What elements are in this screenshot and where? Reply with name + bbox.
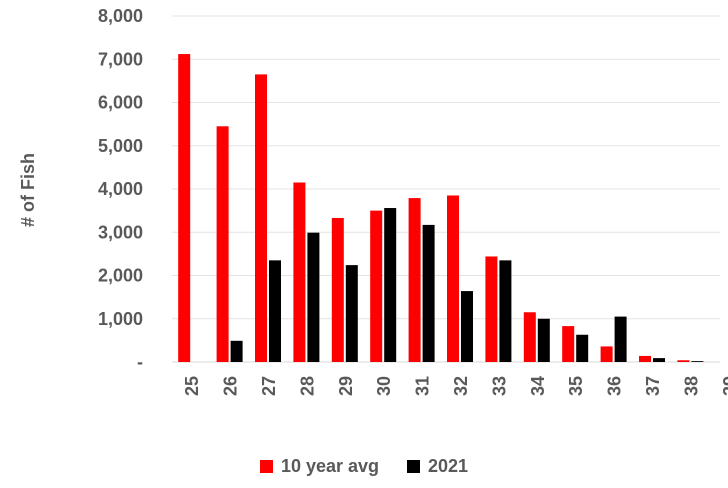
y-tick-label: 8,000 <box>98 6 143 26</box>
bar-2021-28 <box>307 232 320 362</box>
legend-item-2021: 2021 <box>407 456 468 477</box>
x-tick-label: 34 <box>528 376 548 396</box>
bar-10yr-28 <box>293 182 306 362</box>
bar-10yr-34 <box>523 312 536 362</box>
x-tick-label: 28 <box>297 376 317 396</box>
x-tick-label: 29 <box>336 376 356 396</box>
bar-10yr-26 <box>216 126 229 362</box>
x-tick-label: 25 <box>182 376 202 396</box>
x-tick-label: 38 <box>681 376 701 396</box>
bar-10yr-33 <box>485 256 498 362</box>
x-tick-label: 33 <box>489 376 509 396</box>
bar-10yr-32 <box>447 195 459 362</box>
bar-10yr-31 <box>408 198 421 362</box>
bar-2021-34 <box>537 318 550 362</box>
x-tick-label: 39 <box>720 376 728 396</box>
legend-swatch-10yr <box>259 460 273 473</box>
legend: 10 year avg 2021 <box>0 456 728 477</box>
bar-2021-36 <box>614 316 627 362</box>
bar-10yr-35 <box>562 326 575 362</box>
bar-2021-37 <box>653 358 665 362</box>
bar-2021-30 <box>384 208 397 362</box>
x-tick-label: 26 <box>221 376 241 396</box>
x-tick-label: 32 <box>451 376 471 396</box>
x-tick-label: 30 <box>374 376 394 396</box>
legend-swatch-2021 <box>407 460 421 473</box>
bar-2021-31 <box>422 224 435 362</box>
bar-10yr-27 <box>255 74 267 362</box>
y-tick-label: 7,000 <box>98 49 143 69</box>
gridlines <box>172 15 720 363</box>
bar-10yr-38 <box>677 360 690 362</box>
y-axis-ticks: - 1,000 2,000 3,000 4,000 5,000 6,000 7,000 8,00… <box>98 6 143 372</box>
y-tick-label: 4,000 <box>98 179 143 199</box>
x-tick-label: 35 <box>566 376 586 396</box>
x-tick-label: 31 <box>413 376 433 396</box>
bar-2021-29 <box>345 265 358 362</box>
bar-2021-35 <box>576 334 589 362</box>
bar-10yr-36 <box>600 346 613 362</box>
y-tick-label: 1,000 <box>98 309 143 329</box>
bars <box>178 54 704 363</box>
bar-10yr-37 <box>639 355 651 362</box>
x-tick-label: 27 <box>259 376 279 396</box>
bar-2021-32 <box>461 291 473 362</box>
y-tick-label: - <box>137 352 143 372</box>
y-tick-label: 6,000 <box>98 93 143 113</box>
bar-2021-38 <box>691 361 704 362</box>
x-axis-ticks: 25 26 27 28 29 30 31 32 33 34 35 36 37 38 39 <box>182 376 728 396</box>
x-tick-label: 36 <box>605 376 625 396</box>
bar-2021-27 <box>269 260 281 362</box>
y-tick-label: 5,000 <box>98 136 143 156</box>
legend-label-2021: 2021 <box>428 456 469 476</box>
bar-10yr-29 <box>331 217 344 362</box>
y-tick-label: 2,000 <box>98 266 143 286</box>
y-tick-label: 3,000 <box>98 222 143 242</box>
bar-2021-26 <box>230 340 243 362</box>
bar-2021-33 <box>499 260 512 362</box>
legend-label-10yr: 10 year avg <box>280 456 380 476</box>
legend-item-10yr: 10 year avg <box>259 456 380 477</box>
y-axis-label: # of Fish <box>18 153 38 227</box>
x-tick-label: 37 <box>643 376 663 396</box>
bar-10yr-30 <box>370 210 383 362</box>
bar-10yr-25 <box>178 54 191 363</box>
